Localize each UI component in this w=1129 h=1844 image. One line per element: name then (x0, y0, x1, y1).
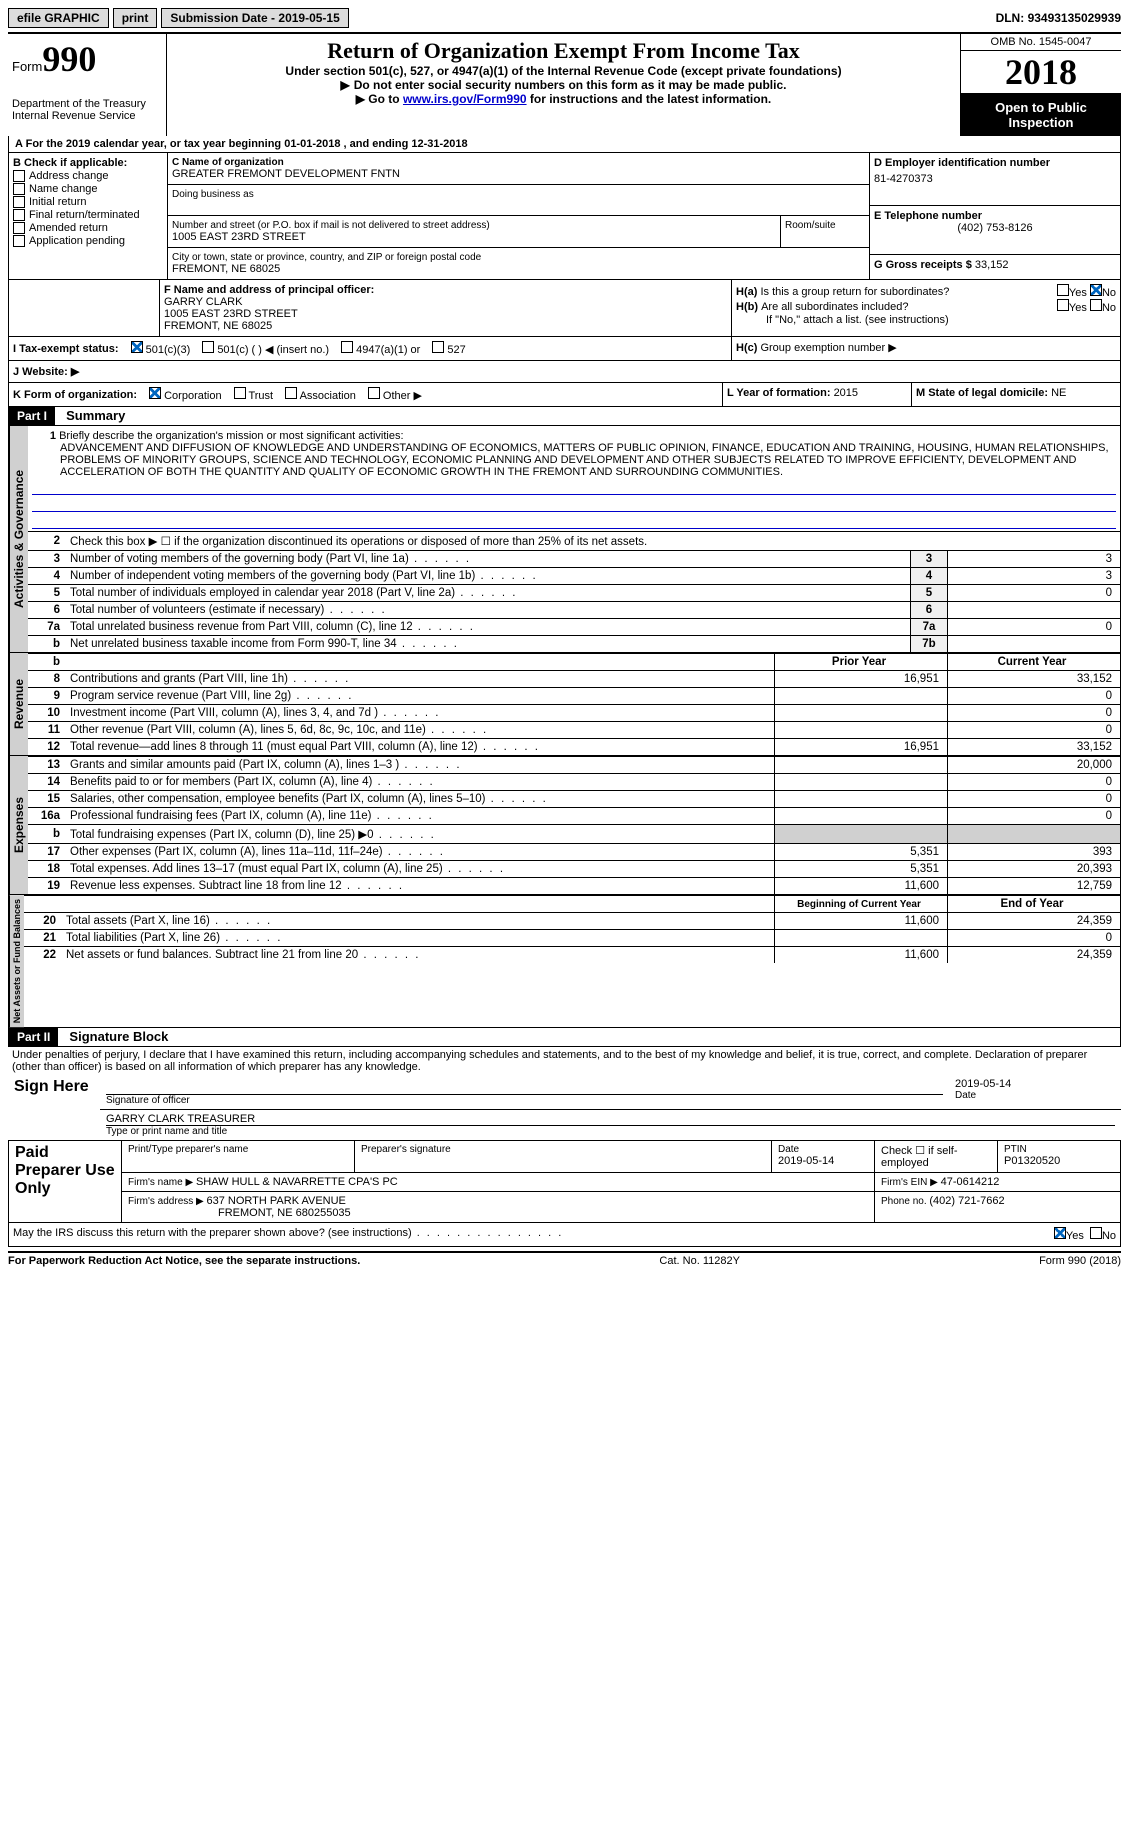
paid-preparer-block: Paid Preparer Use Only Print/Type prepar… (8, 1140, 1121, 1223)
box-l: L Year of formation: 2015 (722, 383, 911, 406)
submission-date: Submission Date - 2019-05-15 (161, 8, 348, 28)
tax-year: 2018 (961, 51, 1121, 94)
table-row: 19Revenue less expenses. Subtract line 1… (28, 878, 1120, 895)
print-button[interactable]: print (113, 8, 158, 28)
side-revenue: Revenue (9, 653, 28, 755)
table-row: 3Number of voting members of the governi… (28, 551, 1120, 568)
table-row: 5Total number of individuals employed in… (28, 585, 1120, 602)
section-a: A For the 2019 calendar year, or tax yea… (8, 136, 1121, 153)
form-number: Form990 (12, 38, 162, 80)
org-name: GREATER FREMONT DEVELOPMENT FNTN (172, 168, 865, 180)
table-row: 11Other revenue (Part VIII, column (A), … (28, 722, 1120, 739)
side-netassets: Net Assets or Fund Balances (9, 895, 24, 1027)
box-j: J Website: ▶ (8, 360, 1121, 382)
table-row: 15Salaries, other compensation, employee… (28, 791, 1120, 808)
box-g-label: G Gross receipts $ (874, 259, 975, 271)
city: FREMONT, NE 68025 (172, 263, 865, 275)
table-row: 2Check this box ▶ ☐ if the organization … (28, 532, 1120, 551)
form-subtitle: Under section 501(c), 527, or 4947(a)(1)… (175, 64, 952, 78)
table-row: 10Investment income (Part VIII, column (… (28, 705, 1120, 722)
mission-text: ADVANCEMENT AND DIFFUSION OF KNOWLEDGE A… (32, 442, 1116, 478)
box-d-label: D Employer identification number (874, 157, 1116, 169)
box-i: I Tax-exempt status: 501(c)(3) 501(c) ( … (9, 337, 732, 360)
city-label: City or town, state or province, country… (172, 252, 865, 263)
discuss-row: May the IRS discuss this return with the… (8, 1223, 1121, 1247)
expenses-table: 13Grants and similar amounts paid (Part … (28, 756, 1120, 894)
box-c-label: C Name of organization (172, 157, 865, 168)
ein: 81-4270373 (874, 173, 1116, 185)
officer-city: FREMONT, NE 68025 (164, 320, 727, 332)
side-expenses: Expenses (9, 756, 28, 894)
topbar: efile GRAPHIC print Submission Date - 20… (8, 8, 1121, 28)
box-e-label: E Telephone number (874, 210, 1116, 222)
part1-title: Summary (58, 408, 125, 423)
open-public: Open to Public Inspection (961, 94, 1121, 136)
part2-title: Signature Block (61, 1029, 168, 1044)
check-item[interactable]: Amended return (13, 222, 163, 234)
efile-label: efile GRAPHIC (8, 8, 109, 28)
side-governance: Activities & Governance (9, 426, 28, 652)
dept-label: Department of the Treasury Internal Reve… (12, 98, 162, 122)
dln: DLN: 93493135029939 (996, 11, 1121, 25)
table-row: 17Other expenses (Part IX, column (A), l… (28, 844, 1120, 861)
box-hc: Group exemption number ▶ (760, 342, 896, 354)
part1-header: Part I (9, 407, 55, 425)
table-row: 14Benefits paid to or for members (Part … (28, 774, 1120, 791)
table-row: bTotal fundraising expenses (Part IX, co… (28, 825, 1120, 844)
box-hb: H(b) Are all subordinates included? Yes … (736, 299, 1116, 314)
netassets-table: Beginning of Current Year End of Year 20… (24, 895, 1120, 963)
revenue-table: b Prior Year Current Year 8Contributions… (28, 653, 1120, 755)
box-k: K Form of organization: Corporation Trus… (9, 383, 722, 406)
check-item[interactable]: Application pending (13, 235, 163, 247)
officer-name: GARRY CLARK (164, 296, 727, 308)
table-row: 22Net assets or fund balances. Subtract … (24, 947, 1120, 964)
gross-receipts: 33,152 (975, 259, 1009, 271)
part2-header: Part II (9, 1028, 58, 1046)
table-row: 6Total number of volunteers (estimate if… (28, 602, 1120, 619)
room-label: Room/suite (785, 220, 865, 231)
check-item[interactable]: Initial return (13, 196, 163, 208)
ssn-note: Do not enter social security numbers on … (175, 78, 952, 92)
table-row: 4Number of independent voting members of… (28, 568, 1120, 585)
table-row: 9Program service revenue (Part VIII, lin… (28, 688, 1120, 705)
omb-number: OMB No. 1545-0047 (961, 34, 1121, 51)
box-f-label: F Name and address of principal officer: (164, 284, 727, 296)
ifno: If "No," attach a list. (see instruction… (736, 314, 1116, 326)
table-row: 18Total expenses. Add lines 13–17 (must … (28, 861, 1120, 878)
phone: (402) 753-8126 (874, 222, 1116, 234)
table-row: 8Contributions and grants (Part VIII, li… (28, 671, 1120, 688)
governance-table: 2Check this box ▶ ☐ if the organization … (28, 531, 1120, 652)
box-ha: H(a) Is this a group return for subordin… (736, 284, 1116, 299)
footer: For Paperwork Reduction Act Notice, see … (8, 1251, 1121, 1267)
dba-label: Doing business as (172, 189, 865, 200)
street-label: Number and street (or P.O. box if mail i… (172, 220, 776, 231)
irs-link[interactable]: www.irs.gov/Form990 (403, 92, 527, 106)
table-row: 7aTotal unrelated business revenue from … (28, 619, 1120, 636)
table-row: 21Total liabilities (Part X, line 26)0 (24, 930, 1120, 947)
table-row: 16aProfessional fundraising fees (Part I… (28, 808, 1120, 825)
check-item[interactable]: Name change (13, 183, 163, 195)
form-title: Return of Organization Exempt From Incom… (175, 38, 952, 64)
box-m: M State of legal domicile: NE (911, 383, 1120, 406)
sign-block: Sign Here Signature of officer 2019-05-1… (8, 1075, 1121, 1140)
table-row: bNet unrelated business taxable income f… (28, 636, 1120, 653)
street: 1005 EAST 23RD STREET (172, 231, 776, 243)
table-row: 20Total assets (Part X, line 16)11,60024… (24, 913, 1120, 930)
table-row: 13Grants and similar amounts paid (Part … (28, 757, 1120, 774)
box-b: B Check if applicable: Address changeNam… (9, 153, 168, 279)
check-item[interactable]: Address change (13, 170, 163, 182)
table-row: 12Total revenue—add lines 8 through 11 (… (28, 739, 1120, 756)
check-item[interactable]: Final return/terminated (13, 209, 163, 221)
officer-street: 1005 EAST 23RD STREET (164, 308, 727, 320)
form-header: Form990 Department of the Treasury Inter… (8, 32, 1121, 136)
mission-q: Briefly describe the organization's miss… (59, 430, 403, 442)
perjury-text: Under penalties of perjury, I declare th… (8, 1047, 1121, 1075)
goto-note: ▶ Go to www.irs.gov/Form990 for instruct… (175, 92, 952, 106)
